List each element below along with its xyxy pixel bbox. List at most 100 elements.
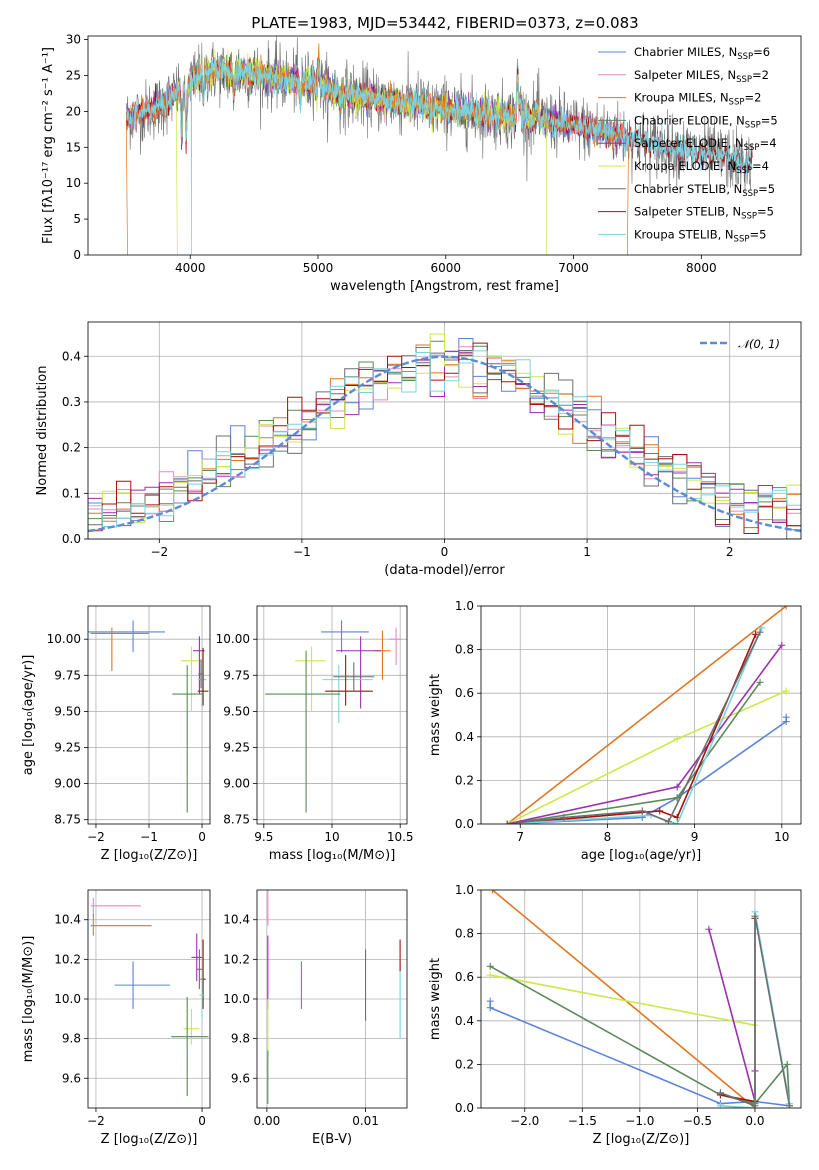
x-tick-label: 10 [324,830,339,844]
x-tick-label: 0 [198,830,206,844]
x-tick-label: 9.5 [254,830,273,844]
histogram-step [88,342,801,539]
x-tick-label: 7 [516,830,524,844]
x-tick-label: −1.0 [625,1114,654,1128]
series-marker [756,628,764,636]
y-tick-label: 9.50 [54,704,81,718]
figure-title: PLATE=1983, MJD=53442, FIBERID=0373, z=0… [251,14,638,32]
y-tick-label: 10.2 [54,952,81,966]
plot-area [267,890,401,1105]
plot-area [486,890,793,1108]
series-marker [486,997,494,1005]
y-tick-label: 0.6 [455,970,474,984]
y-tick-label: 0 [73,248,81,262]
y-axis-label: mass weight [428,958,443,1040]
y-tick-label: 0.2 [455,1057,474,1071]
y-tick-label: 1.0 [455,599,474,613]
series-marker [486,962,494,970]
series-marker [486,971,494,979]
y-tick-label: 0.1 [62,486,81,500]
series-marker [673,735,681,743]
series-marker [752,630,760,638]
series-line [490,974,756,1026]
series-line [506,606,787,824]
series-marker [705,925,713,933]
series-line [720,918,756,1103]
panel-mass-vs-EBV: 0.00 0.01 9.6 9.8 10.0 10.2 10.4 E(B-V) [223,889,408,1147]
y-tick-label: 9.25 [54,740,81,754]
x-axis-label: wavelength [Angstrom, rest frame] [330,279,559,294]
y-tick-label: 30 [66,33,81,47]
x-axis-label: age [log₁₀(age/yr)] [581,848,702,863]
x-tick-label: −2 [87,1114,105,1128]
x-tick-label: −2 [87,830,105,844]
y-tick-label: 15 [66,140,81,154]
grid-lines [257,606,407,824]
x-tick-label: 1 [583,545,591,559]
series-marker [778,641,786,649]
y-tick-label: 0.0 [455,817,474,831]
y-tick-label: 9.75 [223,668,250,682]
legend-entry: Chabrier MILES, NSSP=6 [634,45,770,62]
legend-entry: Chabrier ELODIE, NSSP=5 [634,113,778,130]
y-tick-label: 10.00 [47,632,81,646]
y-tick-label: 9.6 [62,1071,81,1085]
series-marker [751,912,759,920]
x-axis-label: Z [log₁₀(Z/Z⊙)] [101,1132,198,1147]
series-line [720,916,791,1107]
series-marker [782,713,790,721]
x-tick-label: 6000 [431,261,462,275]
legend-entry: Kroupa STELIB, NSSP=5 [634,227,766,244]
axes-frame [256,605,408,825]
plot-area [88,333,801,539]
x-tick-label: 5000 [303,261,334,275]
y-tick-label: 8.75 [54,813,81,827]
y-tick-label: 0.4 [455,1014,474,1028]
x-tick-label: 4000 [175,261,206,275]
axes-frame [256,889,408,1109]
panel-spectrum: 4000 5000 6000 7000 8000 0 5 10 15 20 25 30 waveleng… [41,33,802,294]
legend-entry: Chabrier STELIB, NSSP=5 [634,182,775,199]
y-tick-label: 0.2 [455,773,474,787]
y-axis-label: age [log₁₀(age/yr)] [21,655,36,776]
grid-lines [257,890,407,1108]
y-tick-label: 10.4 [54,913,81,927]
series-marker [486,1004,494,1012]
panel-mass-vs-Z: −2 0 9.6 9.8 10.0 10.2 10.4 Z [log₁₀(Z/Z⊙)] mass… [21,889,211,1147]
series-marker [503,820,511,824]
y-tick-label: 0.4 [62,349,81,363]
x-tick-label: 7000 [558,261,589,275]
x-tick-label: 10 [774,830,789,844]
panel-residuals: −2 −1 0 1 2 0.0 0.1 0.2 0.3 0.4 𝒩(0, 1) (data-model… [35,321,802,578]
spectrum-line [125,56,753,255]
series-marker [758,624,766,632]
x-tick-label: 0 [441,545,449,559]
y-tick-label: 10.00 [216,632,250,646]
series-marker [638,807,646,815]
x-tick-label: 0 [198,1114,206,1128]
series-line [506,690,787,824]
y-tick-label: 8.75 [223,813,250,827]
x-tick-label: 0.00 [254,1114,281,1128]
axes-frame [480,889,802,1109]
y-tick-label: 9.00 [54,777,81,791]
y-tick-label: 1.0 [455,883,474,897]
y-tick-label: 9.6 [231,1071,250,1085]
x-axis-label: Z [log₁₀(Z/Z⊙)] [593,1132,690,1147]
y-tick-label: 9.8 [62,1032,81,1046]
y-tick-label: 10.2 [223,952,250,966]
x-tick-label: 2 [726,545,734,559]
series-marker [716,1102,724,1108]
series-line [491,890,756,1108]
series-marker [716,1089,724,1097]
x-tick-label: 8 [604,830,612,844]
x-tick-label: 9 [691,830,699,844]
y-tick-label: 9.50 [223,704,250,718]
axes-frame [480,605,802,825]
legend: Chabrier MILES, NSSP=6 Salpeter MILES, NS… [598,45,778,244]
x-tick-label: −2 [150,545,168,559]
series-marker [664,818,672,824]
y-tick-label: 25 [66,68,81,82]
axes-frame [87,605,211,825]
